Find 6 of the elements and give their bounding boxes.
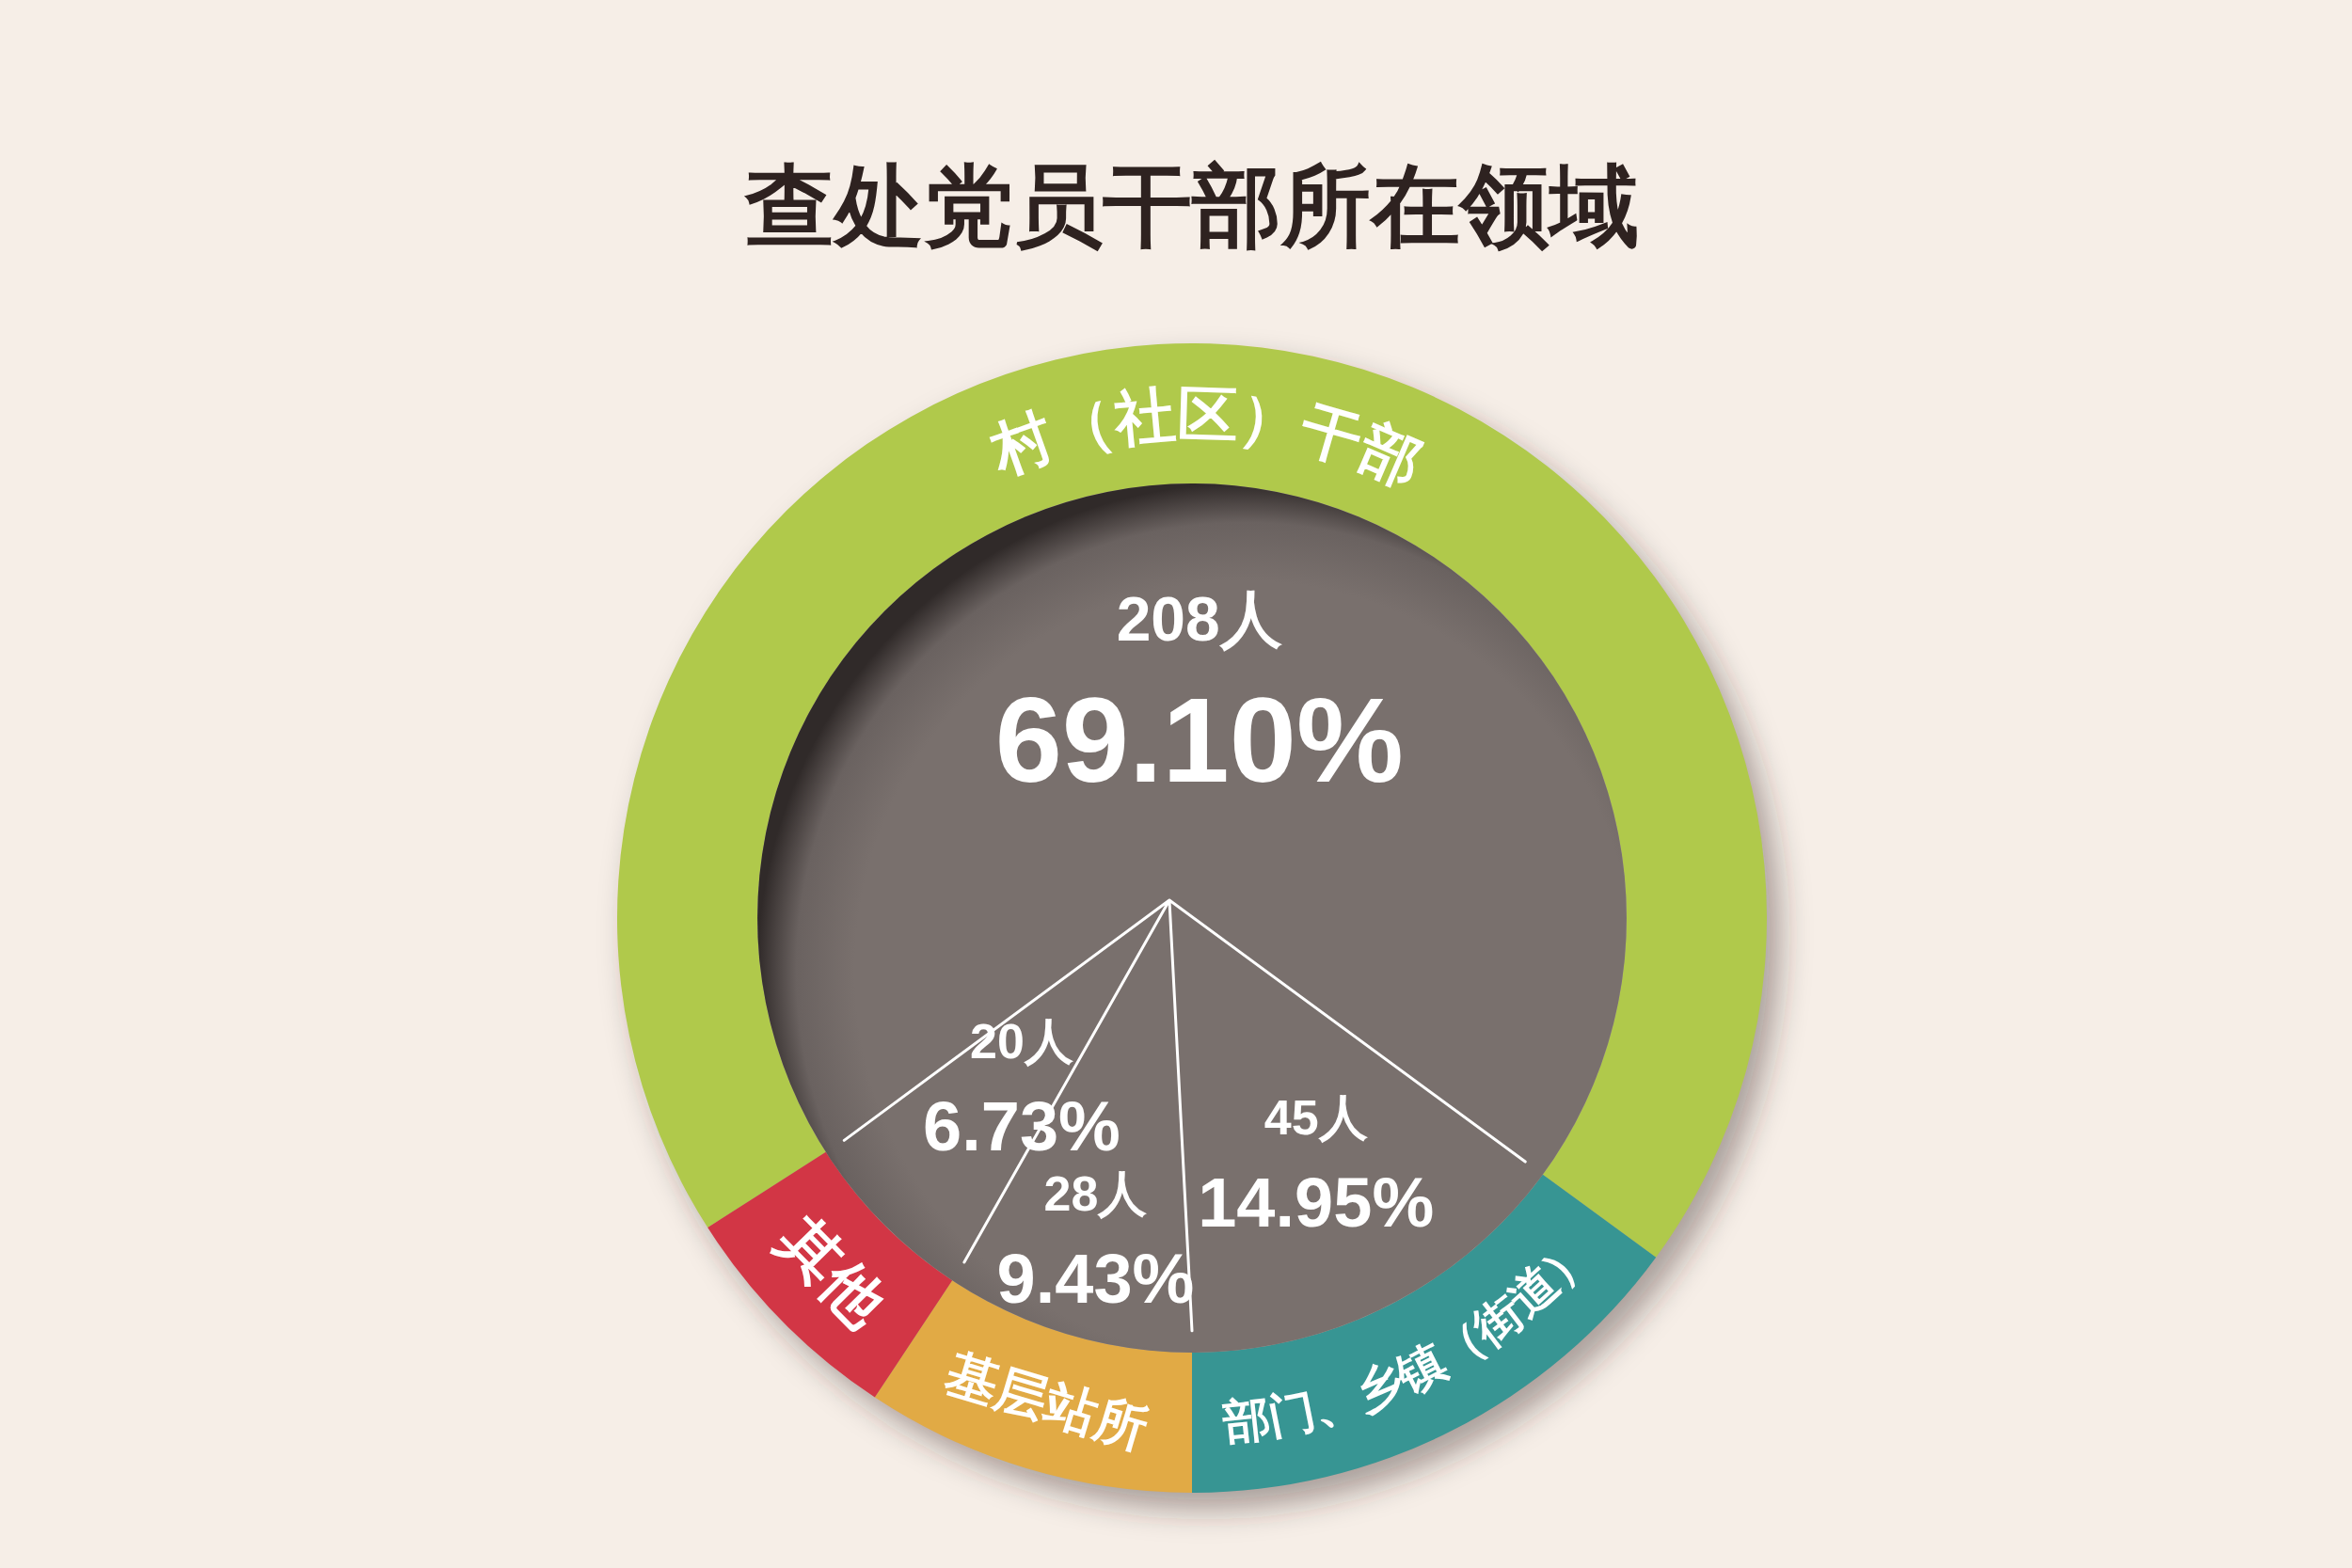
slice-label: 其他 xyxy=(765,1204,899,1339)
chart-title: 查处党员干部所在领域 xyxy=(743,156,1639,256)
slice-label: 基层站所 xyxy=(938,1343,1154,1460)
data-label: 208人 69.10% xyxy=(994,584,1404,807)
slice-label: 村（社区）干部 xyxy=(980,379,1432,499)
donut-slice xyxy=(1192,1174,1657,1493)
